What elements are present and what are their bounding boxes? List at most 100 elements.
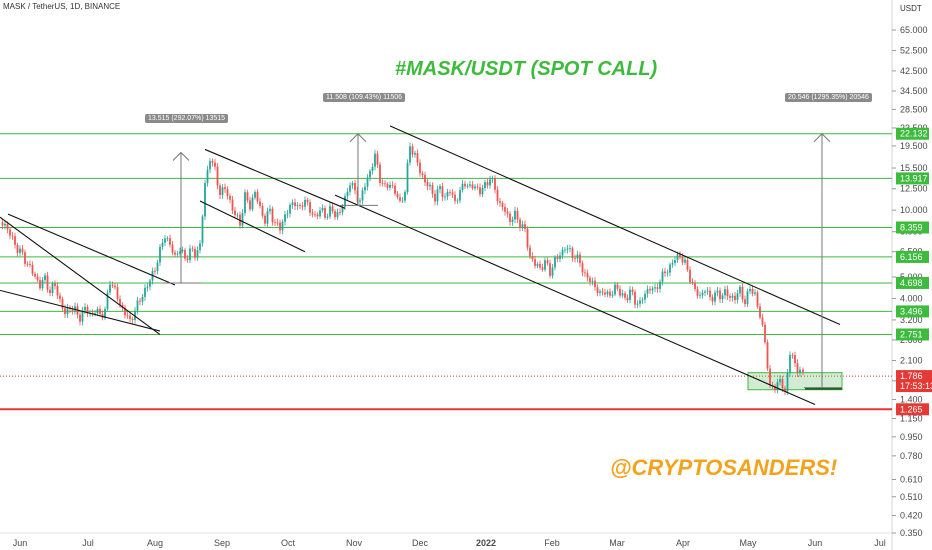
candle-body [629,289,631,300]
candle-body [6,223,9,230]
candle-body [314,214,316,216]
candle-body [99,308,101,314]
candle-body [24,252,26,264]
y-tick-label: 1.400 [900,395,923,405]
candle-body [59,295,61,300]
candle-body [431,184,434,194]
candle-body [349,185,351,192]
candle-body [106,292,109,309]
candle-body [336,211,339,218]
candle-body [791,354,794,356]
candle-body [371,166,374,171]
candle-body [499,201,501,203]
candle-body [319,210,321,217]
candle-body [51,283,54,294]
candle-body [576,254,579,259]
candle-body [721,295,724,300]
candle-body [229,195,231,200]
candle-body [41,280,44,289]
candle-body [674,259,676,264]
candle-body [161,242,164,247]
x-tick-label: Sep [214,538,230,548]
candle-body [26,263,29,265]
channel-line [204,148,346,209]
candle-body [276,222,279,224]
candle-body [689,269,691,282]
candle-body [699,295,701,297]
candle-body [216,166,219,186]
candle-body [416,153,419,163]
candle-body [696,289,699,296]
candle-body [296,205,299,207]
candle-body [104,308,106,318]
candle-body [244,192,246,214]
candle-body [374,153,376,167]
candle-body [554,257,556,268]
candle-body [184,249,186,259]
candle-body [649,289,651,291]
x-tick-label: Apr [676,538,690,548]
candle-body [31,264,34,274]
y-tick-label: 10.000 [900,205,928,215]
candle-body [304,200,306,207]
candle-body [289,204,291,214]
countdown-label: 17:53:13 [900,381,932,391]
candle-body [204,183,206,217]
candle-body [541,267,544,270]
candle-body [574,257,576,259]
candle-body [164,238,166,243]
channel-line [0,289,161,332]
candle-body [446,191,449,197]
candle-body [129,315,131,319]
level-price-label: 8.359 [900,222,923,232]
channel-line [334,194,816,405]
y-tick-label: 15.500 [900,163,928,173]
candle-body [346,191,349,197]
candle-body [424,174,426,183]
candle-body [726,289,729,297]
candle-body [581,263,584,273]
candle-body [324,207,326,218]
candle-body [56,286,59,296]
candle-body [634,292,636,305]
candle-body [559,255,561,259]
candle-body [546,260,549,264]
candle-body [359,200,361,202]
candle-body [594,280,596,288]
candle-body [49,289,51,294]
y-tick-label: 0.510 [900,492,923,502]
x-tick-label: Jul [82,538,94,548]
candle-body [111,284,114,286]
candle-body [589,277,591,282]
candle-body [109,284,111,293]
channel-line [389,125,841,326]
candle-body [666,272,669,274]
candle-body [299,205,301,206]
candle-body [751,288,754,294]
chart-title: #MASK/USDT (SPOT CALL) [395,58,658,80]
candle-body [294,202,296,207]
candle-body [509,213,511,223]
candle-body [684,259,686,263]
candle-body [114,285,116,288]
y-tick-label: 52.500 [900,46,928,56]
candle-body [286,213,289,215]
candle-body [514,210,516,220]
candle-body [539,263,541,268]
candle-body [444,196,446,198]
candle-body [194,248,196,258]
x-tick-label: Nov [346,538,363,548]
candle-body [79,314,81,322]
candle-body [146,286,149,288]
level-price-label: 2.751 [900,329,923,339]
candle-body [799,369,801,374]
candle-body [34,273,36,277]
candle-body [524,224,526,229]
candle-body [601,291,604,293]
candle-body [231,199,234,211]
candle-body [226,189,229,196]
y-tick-label: 12.500 [900,184,928,194]
candle-body [301,205,304,207]
symbol-label[interactable]: MASK / TetherUS, 1D, BINANCE [3,2,121,11]
x-tick-label: Jun [808,538,823,548]
